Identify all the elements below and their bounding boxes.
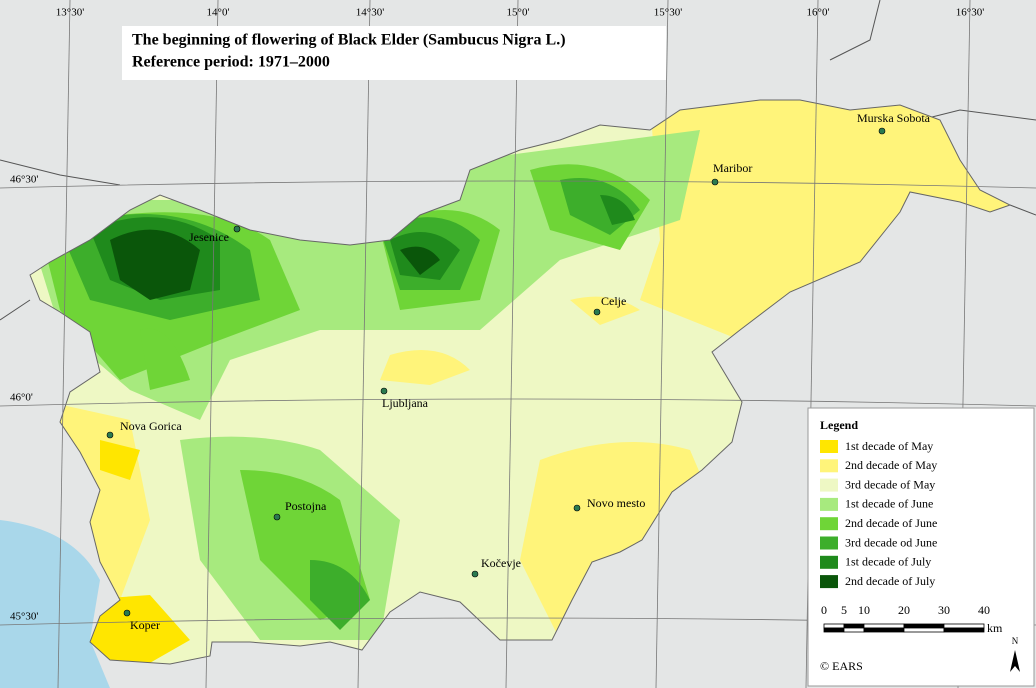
latitude-label: 46°0'	[10, 392, 33, 404]
subtitle: Reference period: 1971–2000	[132, 54, 330, 71]
latitude-label: 45°30'	[10, 611, 38, 623]
city-marker	[573, 504, 581, 512]
meridian	[57, 0, 71, 688]
legend-label: 1st decade of May	[845, 439, 933, 453]
city-label: Nova Gorica	[120, 419, 182, 433]
legend-swatch	[820, 440, 838, 453]
parallel	[0, 398, 1036, 407]
city-label: Postojna	[285, 499, 327, 513]
city-marker	[593, 308, 601, 316]
title: The beginning of flowering of Black Elde…	[132, 32, 566, 49]
meridian	[505, 0, 519, 688]
city-label: Celje	[601, 294, 626, 308]
scale-segment	[843, 627, 865, 633]
legend-title: Legend	[820, 418, 858, 432]
city-marker	[123, 609, 131, 617]
scale-segment	[903, 627, 945, 633]
zone	[140, 328, 370, 620]
longitude-label: 15°30'	[654, 7, 682, 19]
scale-label: 30	[938, 603, 950, 617]
legend-box	[807, 407, 1035, 687]
scale-segment	[863, 627, 905, 633]
legend-label: 3rd decade od June	[845, 535, 937, 549]
parallel	[0, 180, 1036, 189]
city-marker	[878, 127, 886, 135]
scale-segment	[943, 627, 985, 633]
borders	[0, 0, 1036, 321]
zone	[380, 296, 640, 385]
scale-label: 40	[978, 603, 990, 617]
legend-swatch	[820, 575, 838, 589]
city-label: Novo mesto	[587, 496, 645, 510]
scale-segment	[863, 623, 905, 629]
scale-segment	[843, 623, 865, 629]
sea	[0, 520, 110, 688]
city-marker	[380, 387, 388, 395]
labels: 13°30' 14°0' 14°30' 15°0' 15°30' 16°0' 16°30' 4…	[10, 7, 984, 632]
legend-swatch	[820, 478, 838, 492]
city-marker	[233, 225, 241, 233]
zone	[640, 100, 1010, 340]
city-marker	[711, 178, 719, 186]
legend-swatch	[820, 517, 838, 531]
city-label: Maribor	[713, 161, 752, 175]
city-label: Kočevje	[481, 556, 521, 570]
north-arrow	[1010, 650, 1020, 672]
zone	[40, 164, 650, 380]
meridian	[357, 0, 371, 688]
longitude-label: 14°0'	[207, 7, 230, 19]
zone	[520, 442, 720, 640]
meridian	[205, 0, 219, 688]
city-marker	[106, 431, 114, 439]
legend-swatch	[820, 555, 838, 569]
zone	[110, 229, 440, 300]
meridian	[655, 0, 669, 688]
latitude-label: 46°30'	[10, 174, 38, 186]
longitude-label: 16°30'	[956, 7, 984, 19]
legend-label: 2nd decade of May	[845, 458, 937, 472]
city-label: Koper	[130, 618, 160, 632]
scale-bar: 0 5 10 20 30 40 km	[821, 603, 1003, 635]
longitude-label: 14°30'	[356, 7, 384, 19]
legend-swatch	[820, 497, 838, 511]
legend-label: 1st decade of June	[845, 497, 933, 511]
city-marker	[273, 513, 281, 521]
scale-segment	[823, 623, 845, 629]
city-label: Ljubljana	[382, 396, 429, 410]
zone	[70, 440, 190, 664]
scale-segment	[823, 627, 845, 633]
longitude-label: 15°0'	[507, 7, 530, 19]
legend-swatch	[820, 536, 838, 550]
legend-label: 2nd decade of June	[845, 516, 937, 530]
legend-label: 1st decade of July	[845, 555, 931, 569]
city-label: Murska Sobota	[857, 111, 931, 125]
legend-items: 1st decade of May 2nd decade of May 3rd de…	[820, 439, 937, 589]
legend-swatch	[820, 459, 838, 473]
city-marker	[471, 570, 479, 578]
city-label: Jesenice	[189, 230, 229, 244]
scale-segment	[903, 623, 945, 629]
scale-label: 10	[858, 603, 870, 617]
scale-label: 5	[841, 603, 847, 617]
credit: © EARS	[820, 659, 863, 673]
legend-label: 3rd decade of May	[845, 477, 935, 491]
north-label: N	[1012, 636, 1019, 646]
title-box	[122, 26, 666, 80]
scale-label: 20	[898, 603, 910, 617]
legend-label: 2nd decade of July	[845, 574, 935, 588]
longitude-label: 16°0'	[807, 7, 830, 19]
scale-segment	[943, 623, 985, 629]
longitude-label: 13°30'	[56, 7, 84, 19]
scale-unit: km	[987, 621, 1003, 635]
scale-label: 0	[821, 603, 827, 617]
